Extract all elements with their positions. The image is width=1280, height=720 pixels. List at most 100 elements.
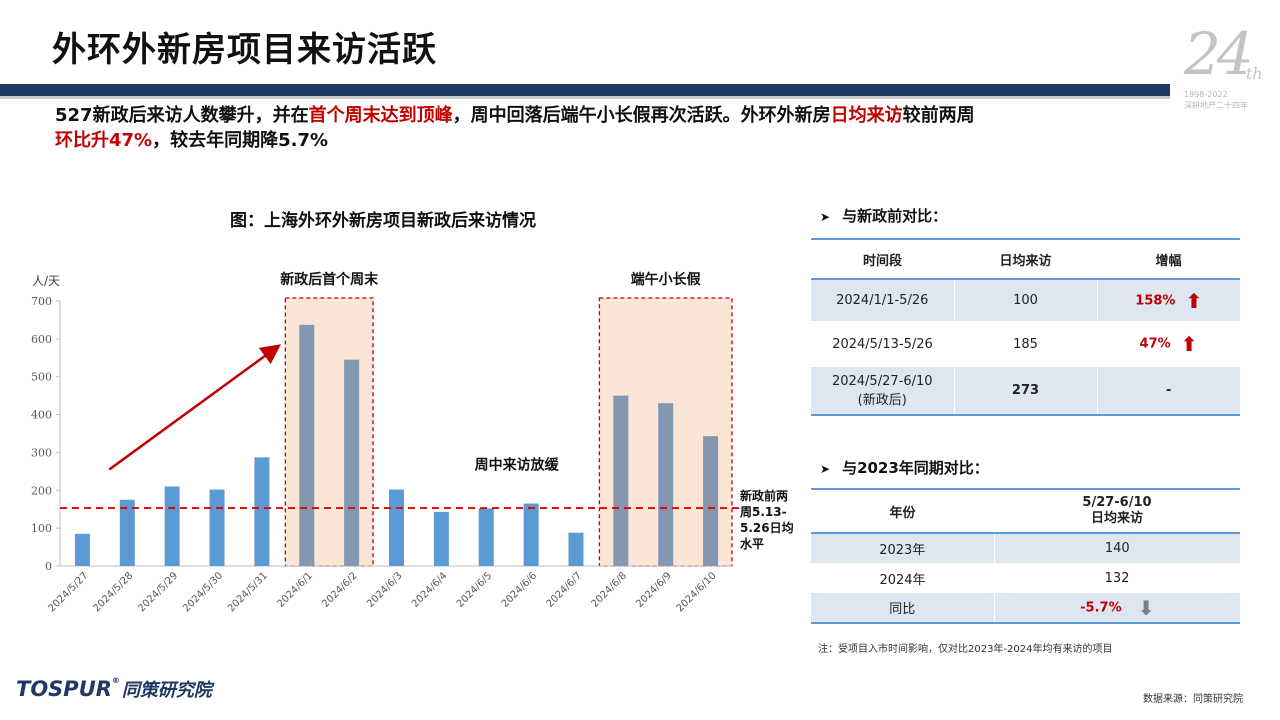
x-tick-label: 2024/5/29 <box>136 570 180 614</box>
logo-brand: TOSPUR <box>16 677 112 701</box>
x-tick-label: 2024/5/27 <box>47 570 91 614</box>
period-line: 2024/5/27-6/10 <box>831 373 933 389</box>
column-header-line: 5/27-6/10 <box>1082 495 1152 510</box>
yoy-value: -5.7% <box>1080 600 1122 615</box>
y-tick-label: 400 <box>31 409 52 422</box>
period-cell: 2024/5/13-5/26 <box>832 336 933 352</box>
annotation-weekend: 新政后首个周末 <box>280 271 379 288</box>
table-row: 同比 -5.7% ⬇ <box>811 593 1240 623</box>
change-cell: 47% ⬆ <box>1097 321 1240 367</box>
y-tick-label: 500 <box>31 371 52 384</box>
annotation-holiday: 端午小长假 <box>631 271 702 288</box>
title-bar-accent <box>0 96 1170 99</box>
footnote: 注：受项目入市时间影响，仅对比2023年-2024年均有来访的项目 <box>818 644 1113 655</box>
y-tick-label: 0 <box>45 560 52 573</box>
bar <box>119 499 135 566</box>
change-value: 158% <box>1135 293 1176 308</box>
column-header: 日均来访 <box>999 253 1052 269</box>
bar <box>703 436 719 566</box>
visits-cell: 185 <box>1013 336 1038 352</box>
company-logo: TOSPUR® 同策研究院 <box>16 676 212 702</box>
bar <box>209 489 225 566</box>
x-tick-label: 2024/6/7 <box>545 570 585 610</box>
table-row: 2024/5/27-6/10 (新政后) 273 - <box>811 367 1240 415</box>
bar <box>164 486 180 566</box>
table-row: 2023年 140 <box>811 533 1240 563</box>
x-tick-label: 2024/6/9 <box>634 570 674 610</box>
x-tick-label: 2024/6/3 <box>365 570 405 610</box>
visits-cell: 100 <box>954 279 1098 321</box>
data-source: 数据来源：同策研究院 <box>1143 694 1243 705</box>
bullet-arrow-icon: ➤ <box>820 462 831 476</box>
x-tick-label: 2024/6/6 <box>500 570 540 610</box>
chart-title: 图：上海外环外新房项目新政后来访情况 <box>230 211 536 231</box>
y-tick-label: 200 <box>31 484 52 497</box>
year-cell: 2024年 <box>879 572 926 588</box>
table-header-row: 时间段 日均来访 增幅 <box>811 239 1240 279</box>
bar <box>344 359 360 566</box>
year-cell: 2023年 <box>811 533 995 563</box>
highlight-box <box>284 297 374 567</box>
summary-part: 527新政后来访人数攀升，并在 <box>55 105 309 126</box>
table2-heading-text: 与2023年同期对比： <box>842 459 989 477</box>
y-tick-label: 100 <box>31 522 52 535</box>
change-cell: 158% ⬆ <box>1097 279 1240 321</box>
reference-line-label: 水平 <box>740 536 764 551</box>
annotation-midweek: 周中来访放缓 <box>475 456 560 473</box>
summary-highlight: 首个周末达到顶峰 <box>308 105 453 126</box>
change-value: 47% <box>1139 336 1171 352</box>
title-bar <box>0 84 1170 96</box>
period-note: (新政后) <box>857 392 907 408</box>
x-tick-label: 2024/5/30 <box>181 570 225 614</box>
column-header: 时间段 <box>862 253 902 269</box>
logo-registered: ® <box>111 676 120 685</box>
change-cell: - <box>1166 383 1172 398</box>
up-arrow-icon: ⬆ <box>1185 288 1203 313</box>
x-tick-label: 2024/6/5 <box>455 570 495 610</box>
table-row: 2024/5/13-5/26 185 47% ⬆ <box>811 321 1240 367</box>
table1-heading-text: 与新政前对比： <box>842 207 948 225</box>
period-cell: 2024/5/27-6/10 (新政后) <box>811 367 955 415</box>
y-tick-label: 300 <box>31 446 52 459</box>
bar <box>299 324 315 566</box>
x-tick-label: 2024/6/8 <box>589 570 629 610</box>
year-cell: 同比 <box>811 593 995 623</box>
table-header-row: 年份 5/27-6/10 日均来访 <box>811 489 1240 533</box>
period-cell: 2024/1/1-5/26 <box>811 279 955 321</box>
column-header: 5/27-6/10 日均来访 <box>994 489 1240 533</box>
logo-chinese-name: 同策研究院 <box>121 680 212 701</box>
bar <box>568 532 584 566</box>
anniversary-badge: 24 th 1998-2022 深耕地产二十四年 <box>1184 20 1270 110</box>
summary-part: ，较去年同期降5.7% <box>152 130 329 151</box>
y-axis-label: 人/天 <box>32 274 60 288</box>
trend-arrow <box>108 344 281 471</box>
bar <box>433 511 449 566</box>
badge-number: 24 <box>1184 20 1254 88</box>
summary-highlight: 日均来访 <box>830 105 903 126</box>
bar <box>613 395 629 566</box>
bar <box>254 457 270 566</box>
summary-text: 527新政后来访人数攀升，并在首个周末达到顶峰，周中回落后端午小长假再次活跃。外… <box>55 103 1155 153</box>
yoy-comparison-table: 年份 5/27-6/10 日均来访 2023年 140 2024年 132 同比 … <box>811 488 1240 624</box>
bar <box>523 503 539 566</box>
reference-line-label: 周5.13- <box>740 505 787 519</box>
x-tick-label: 2024/6/2 <box>320 570 360 610</box>
table-row: 2024/1/1-5/26 100 158% ⬆ <box>811 279 1240 321</box>
summary-highlight: 环比升47% <box>55 130 153 151</box>
summary-part: 较前两周 <box>902 105 975 126</box>
bar <box>658 403 674 566</box>
value-cell: -5.7% ⬇ <box>994 593 1240 623</box>
value-cell: 132 <box>1104 570 1130 586</box>
up-arrow-icon: ⬆ <box>1180 332 1198 356</box>
badge-text: 深耕地产二十四年 <box>1184 101 1248 110</box>
bar <box>389 489 404 566</box>
bar <box>74 533 90 566</box>
table1-heading: ➤ 与新政前对比： <box>820 205 947 226</box>
bullet-arrow-icon: ➤ <box>820 210 831 224</box>
badge-suffix: th <box>1246 64 1263 83</box>
page-title: 外环外新房项目来访活跃 <box>52 30 437 70</box>
column-header: 年份 <box>889 505 916 521</box>
reference-line-label: 新政前两 <box>740 488 788 503</box>
y-tick-label: 600 <box>31 333 52 346</box>
